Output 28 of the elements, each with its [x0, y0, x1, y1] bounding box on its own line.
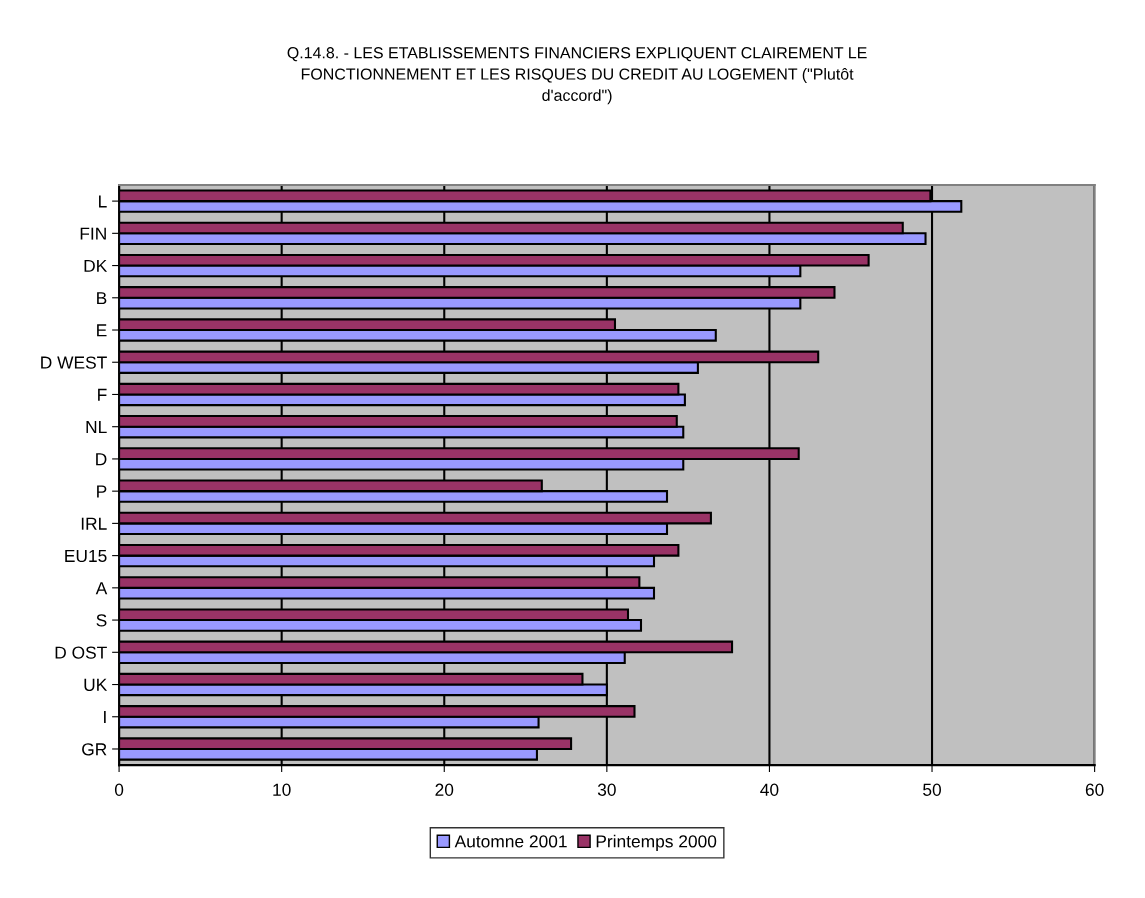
chart-title: Q.14.8. - LES ETABLISSEMENTS FINANCIERS EXPLIQUENT CLAIREMENT LE FONCTIONNEMENT ET LES RISQUES DU CREDIT AU LOGEMENT ("Plutôt d'accord") [287, 47, 867, 105]
x-tick-label: 10 [273, 783, 291, 796]
y-tick-label: FIN [80, 227, 106, 240]
y-tick-label: E [97, 324, 107, 337]
y-tick-label: EU15 [65, 549, 107, 563]
x-tick-label: 40 [760, 783, 779, 796]
y-tick-label: A [95, 582, 108, 595]
x-tick-label: 50 [923, 783, 942, 796]
y-tick-label: L [99, 195, 107, 208]
y-tick-label: B [97, 292, 107, 305]
y-tick-label: I [104, 711, 106, 724]
x-tick-label: 20 [435, 783, 454, 796]
y-tick-label: D [96, 453, 107, 466]
y-tick-label: IRL [81, 517, 107, 530]
y-tick-label: NL [86, 421, 107, 433]
legend-label: Automne 2001 [454, 835, 567, 848]
y-tick-label: S [96, 614, 107, 627]
x-tick-label: 60 [1085, 783, 1104, 796]
y-tick-label: F [98, 388, 107, 401]
x-tick-label: 0 [114, 783, 124, 796]
y-tick-label: D WEST [41, 356, 107, 369]
y-tick-label: P [97, 485, 107, 498]
y-tick-label: D OST [55, 646, 107, 659]
legend-label: Printemps 2000 [596, 834, 717, 851]
y-tick-label: GR [82, 743, 107, 756]
x-tick-label: 30 [597, 783, 616, 796]
y-tick-label: UK [84, 678, 108, 691]
y-tick-label: DK [84, 259, 108, 272]
